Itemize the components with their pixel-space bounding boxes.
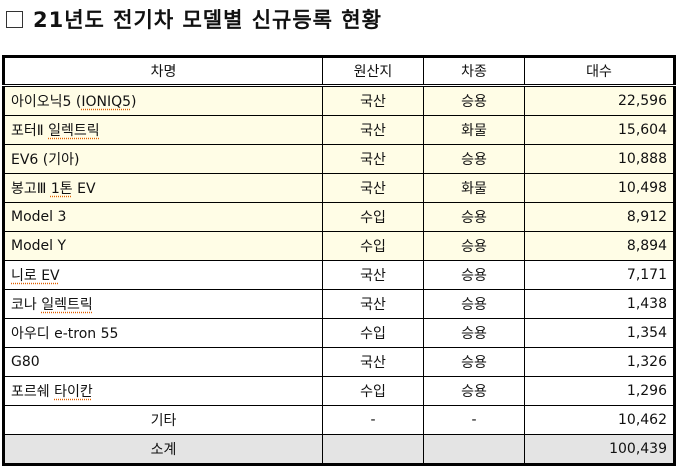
model-cell: Model 3 [3, 202, 323, 232]
total-type-empty [423, 434, 525, 465]
ev-registration-table: 차명 원산지 차종 대수 아이오닉5 (IONIQ5) 국산 승용 22,596… [2, 55, 676, 466]
other-label: 기타 [3, 405, 323, 435]
origin-cell: 수입 [322, 202, 424, 232]
table-row: 포르쉐 타이칸 수입 승용 1,296 [3, 376, 675, 406]
table-row: 코나 일렉트릭 국산 승용 1,438 [3, 289, 675, 319]
origin-cell: 국산 [322, 347, 424, 377]
header-model: 차명 [3, 56, 323, 87]
total-origin-empty [322, 434, 424, 465]
origin-cell: 국산 [322, 115, 424, 145]
checkbox-square-icon [6, 11, 23, 28]
type-cell: 승용 [423, 318, 525, 348]
other-type: - [423, 405, 525, 435]
page-title: 21년도 전기차 모델별 신규등록 현황 [6, 4, 382, 34]
header-count: 대수 [524, 56, 675, 87]
origin-cell: 국산 [322, 289, 424, 319]
origin-cell: 수입 [322, 376, 424, 406]
total-row: 소계 100,439 [3, 434, 675, 465]
count-cell: 22,596 [524, 85, 675, 116]
type-cell: 화물 [423, 173, 525, 203]
type-cell: 승용 [423, 289, 525, 319]
header-row: 차명 원산지 차종 대수 [3, 56, 675, 87]
count-cell: 8,912 [524, 202, 675, 232]
table-row: 포터Ⅱ 일렉트릭 국산 화물 15,604 [3, 115, 675, 145]
total-count: 100,439 [524, 434, 675, 465]
model-cell: 아우디 e-tron 55 [3, 318, 323, 348]
type-cell: 승용 [423, 376, 525, 406]
table-row: EV6 (기아) 국산 승용 10,888 [3, 144, 675, 174]
type-cell: 승용 [423, 347, 525, 377]
total-label: 소계 [3, 434, 323, 465]
other-origin: - [322, 405, 424, 435]
count-cell: 7,171 [524, 260, 675, 290]
model-cell: 포터Ⅱ 일렉트릭 [3, 115, 323, 145]
count-cell: 10,498 [524, 173, 675, 203]
model-cell: 포르쉐 타이칸 [3, 376, 323, 406]
model-cell: Model Y [3, 231, 323, 261]
other-row: 기타 - -10,462 [3, 405, 675, 435]
origin-cell: 수입 [322, 318, 424, 348]
model-cell: 코나 일렉트릭 [3, 289, 323, 319]
model-cell: G80 [3, 347, 323, 377]
header-origin: 원산지 [322, 56, 424, 87]
count-cell: 15,604 [524, 115, 675, 145]
other-count: 10,462 [524, 405, 675, 435]
origin-cell: 국산 [322, 260, 424, 290]
model-cell: 봉고Ⅲ 1톤 EV [3, 173, 323, 203]
table-row: 아이오닉5 (IONIQ5) 국산 승용 22,596 [3, 85, 675, 116]
origin-cell: 국산 [322, 85, 424, 116]
table-row: 아우디 e-tron 55 수입 승용 1,354 [3, 318, 675, 348]
type-cell: 승용 [423, 85, 525, 116]
origin-cell: 국산 [322, 144, 424, 174]
type-cell: 승용 [423, 231, 525, 261]
count-cell: 10,888 [524, 144, 675, 174]
count-cell: 1,326 [524, 347, 675, 377]
count-cell: 1,438 [524, 289, 675, 319]
type-cell: 승용 [423, 202, 525, 232]
count-cell: 1,354 [524, 318, 675, 348]
table-row: G80 국산 승용 1,326 [3, 347, 675, 377]
origin-cell: 수입 [322, 231, 424, 261]
model-cell: 니로 EV [3, 260, 323, 290]
table-row: 니로 EV 국산 승용 7,171 [3, 260, 675, 290]
table-row: Model Y 수입 승용 8,894 [3, 231, 675, 261]
table-row: Model 3 수입 승용 8,912 [3, 202, 675, 232]
type-cell: 승용 [423, 260, 525, 290]
table-row: 봉고Ⅲ 1톤 EV 국산 화물 10,498 [3, 173, 675, 203]
origin-cell: 국산 [322, 173, 424, 203]
type-cell: 승용 [423, 144, 525, 174]
type-cell: 화물 [423, 115, 525, 145]
model-cell: 아이오닉5 (IONIQ5) [3, 85, 323, 116]
model-cell: EV6 (기아) [3, 144, 323, 174]
title-text: 21년도 전기차 모델별 신규등록 현황 [33, 8, 382, 32]
count-cell: 8,894 [524, 231, 675, 261]
count-cell: 1,296 [524, 376, 675, 406]
header-type: 차종 [423, 56, 525, 87]
